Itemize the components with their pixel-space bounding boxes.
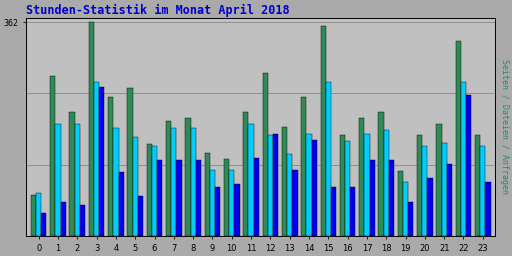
Bar (224, 159, 229, 236)
Y-axis label: Seiten / Dateien / Anfragen: Seiten / Dateien / Anfragen (500, 59, 508, 194)
Bar (118, 172, 124, 236)
Bar (190, 128, 196, 236)
Bar (408, 202, 413, 236)
Bar (485, 182, 490, 236)
Bar (127, 88, 133, 236)
Bar (331, 187, 336, 236)
Bar (403, 182, 408, 236)
Bar (389, 160, 394, 236)
Bar (138, 196, 143, 236)
Bar (108, 97, 113, 236)
Bar (422, 146, 428, 236)
Bar (205, 153, 210, 236)
Bar (312, 140, 317, 236)
Bar (306, 134, 312, 236)
Bar (152, 146, 157, 236)
Bar (171, 128, 177, 236)
Bar (177, 160, 182, 236)
Bar (99, 87, 104, 236)
Bar (243, 112, 248, 236)
Bar (359, 118, 365, 236)
Bar (50, 76, 55, 236)
Bar (268, 135, 273, 236)
Bar (282, 126, 287, 236)
Bar (89, 22, 94, 236)
Bar (215, 187, 220, 236)
Bar (75, 124, 80, 236)
Bar (447, 164, 452, 236)
Bar (461, 82, 466, 236)
Bar (36, 193, 41, 236)
Bar (263, 73, 268, 236)
Bar (417, 135, 422, 236)
Bar (456, 41, 461, 236)
Bar (253, 158, 259, 236)
Bar (94, 82, 99, 236)
Bar (321, 26, 326, 236)
Bar (365, 134, 370, 236)
Bar (55, 124, 60, 236)
Bar (273, 134, 278, 236)
Bar (70, 112, 75, 236)
Bar (60, 202, 66, 236)
Bar (80, 205, 85, 236)
Bar (475, 135, 480, 236)
Bar (133, 137, 138, 236)
Bar (340, 135, 345, 236)
Bar (441, 143, 447, 236)
Bar (301, 97, 306, 236)
Bar (147, 144, 152, 236)
Bar (326, 82, 331, 236)
Bar (234, 184, 240, 236)
Bar (436, 124, 441, 236)
Bar (157, 160, 162, 236)
Bar (428, 178, 433, 236)
Bar (166, 121, 171, 236)
Bar (229, 170, 234, 236)
Bar (196, 160, 201, 236)
Bar (480, 146, 485, 236)
Bar (210, 170, 215, 236)
Bar (466, 95, 472, 236)
Bar (41, 214, 47, 236)
Bar (383, 130, 389, 236)
Bar (398, 171, 403, 236)
Bar (287, 154, 292, 236)
Bar (113, 128, 118, 236)
Bar (350, 187, 355, 236)
Bar (292, 170, 297, 236)
Bar (185, 118, 190, 236)
Bar (378, 112, 383, 236)
Bar (370, 160, 375, 236)
Text: Stunden-Statistik im Monat April 2018: Stunden-Statistik im Monat April 2018 (26, 4, 290, 17)
Bar (31, 195, 36, 236)
Bar (345, 141, 350, 236)
Bar (248, 124, 253, 236)
